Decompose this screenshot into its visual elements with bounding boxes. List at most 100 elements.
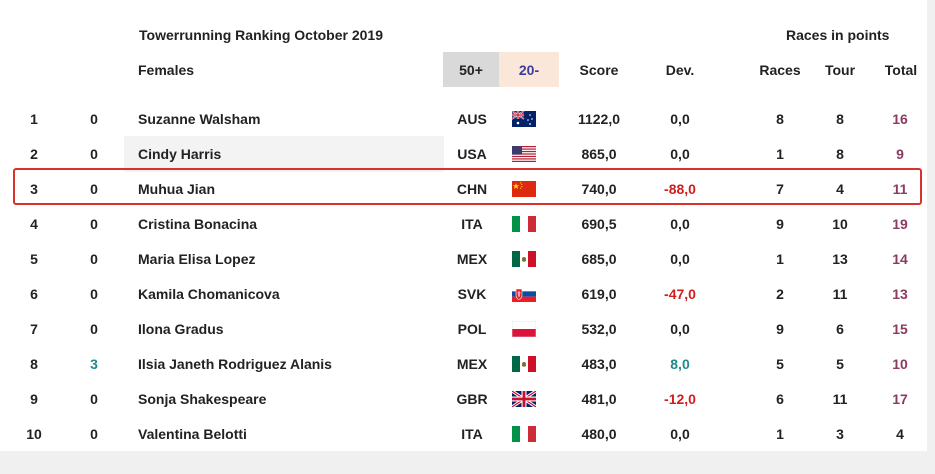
col-dev-header: Dev. [665, 62, 695, 78]
tour-cell: 4 [836, 181, 844, 197]
total-cell: 19 [892, 216, 908, 232]
score-cell: 619,0 [581, 286, 617, 302]
dev-cell: 0,0 [670, 251, 690, 267]
score-cell: 740,0 [581, 181, 617, 197]
rank-cell: 6 [30, 286, 38, 302]
flag-chn-icon [512, 181, 536, 197]
tour-cell: 5 [836, 356, 844, 372]
total-cell: 16 [892, 111, 908, 127]
table-row[interactable]: 1 0 Suzanne Walsham AUS 1122,0 0,0 8 8 16 [0, 109, 927, 129]
page-title: Towerrunning Ranking October 2019 [139, 27, 384, 43]
selected-row-highlight [13, 168, 922, 205]
country-code: MEX [456, 251, 488, 267]
col-total-header: Total [884, 62, 918, 78]
change-cell: 0 [90, 146, 98, 162]
flag-mex-icon [512, 356, 536, 372]
table-row[interactable]: 7 0 Ilona Gradus POL 532,0 0,0 9 6 15 [0, 319, 927, 339]
flag-svk-icon [512, 286, 536, 302]
flag-pol-icon [512, 321, 536, 337]
dev-cell: -47,0 [664, 286, 696, 302]
change-cell: 0 [90, 321, 98, 337]
col-score-header: Score [579, 62, 619, 78]
athlete-name[interactable]: Muhua Jian [138, 181, 216, 197]
country-code: ITA [461, 216, 483, 232]
country-code: MEX [456, 356, 488, 372]
table-row[interactable]: 2 0 Cindy Harris USA 865,0 0,0 1 8 9 [0, 144, 927, 164]
filter-20minus-label[interactable]: 20- [518, 62, 540, 78]
table-row[interactable]: 4 0 Cristina Bonacina ITA 690,5 0,0 9 10 19 [0, 214, 927, 234]
rank-cell: 5 [30, 251, 38, 267]
athlete-name[interactable]: Maria Elisa Lopez [138, 251, 256, 267]
country-code: USA [457, 146, 487, 162]
table-row[interactable]: 9 0 Sonja Shakespeare GBR 481,0 -12,0 6 11 17 [0, 389, 927, 409]
athlete-name[interactable]: Valentina Belotti [138, 426, 247, 442]
country-code: AUS [457, 111, 487, 127]
score-cell: 865,0 [581, 146, 617, 162]
dev-cell: -12,0 [664, 391, 696, 407]
dev-cell: 8,0 [670, 356, 690, 372]
total-cell: 9 [896, 146, 904, 162]
athlete-name[interactable]: Ilsia Janeth Rodriguez Alanis [138, 356, 332, 372]
tour-cell: 11 [832, 391, 848, 407]
score-cell: 480,0 [581, 426, 617, 442]
country-code: SVK [457, 286, 487, 302]
tour-cell: 10 [832, 216, 848, 232]
total-cell: 4 [896, 426, 904, 442]
table-row[interactable]: 3 0 Muhua Jian CHN 740,0 -88,0 7 4 11 [0, 179, 927, 199]
dev-cell: 0,0 [670, 111, 690, 127]
athlete-name[interactable]: Suzanne Walsham [138, 111, 261, 127]
tour-cell: 6 [836, 321, 844, 337]
rank-cell: 1 [30, 111, 38, 127]
dev-cell: 0,0 [670, 426, 690, 442]
change-cell: 0 [90, 391, 98, 407]
score-cell: 481,0 [581, 391, 617, 407]
total-cell: 11 [892, 181, 908, 197]
total-cell: 17 [892, 391, 908, 407]
filter-20minus-box[interactable] [499, 52, 559, 87]
rank-cell: 10 [26, 426, 42, 442]
total-cell: 10 [892, 356, 908, 372]
dev-cell: 0,0 [670, 216, 690, 232]
dev-cell: 0,0 [670, 321, 690, 337]
athlete-name[interactable]: Cindy Harris [138, 146, 222, 162]
races-in-points-label: Races in points [786, 27, 890, 43]
rank-cell: 8 [30, 356, 38, 372]
races-cell: 2 [776, 286, 784, 302]
flag-aus-icon [512, 111, 536, 127]
country-code: ITA [461, 426, 483, 442]
table-row[interactable]: 8 3 Ilsia Janeth Rodriguez Alanis MEX 483,0 8… [0, 354, 927, 374]
races-cell: 1 [776, 146, 784, 162]
change-cell: 0 [90, 181, 98, 197]
table-row[interactable]: 10 0 Valentina Belotti ITA 480,0 0,0 1 3 4 [0, 424, 927, 444]
races-cell: 8 [776, 111, 784, 127]
filter-50plus-label[interactable]: 50+ [459, 62, 483, 78]
score-cell: 685,0 [581, 251, 617, 267]
change-cell: 3 [90, 356, 98, 372]
rank-cell: 7 [30, 321, 38, 337]
rank-cell: 9 [30, 391, 38, 407]
hover-highlight [124, 136, 444, 172]
category-label: Females [138, 62, 195, 78]
athlete-name[interactable]: Sonja Shakespeare [138, 391, 267, 407]
races-cell: 9 [776, 216, 784, 232]
filter-50plus-box[interactable] [443, 52, 499, 87]
athlete-name[interactable]: Kamila Chomanicova [138, 286, 280, 302]
score-cell: 1122,0 [577, 111, 621, 127]
races-cell: 6 [776, 391, 784, 407]
change-cell: 0 [90, 251, 98, 267]
score-cell: 690,5 [581, 216, 617, 232]
change-cell: 0 [90, 286, 98, 302]
table-row[interactable]: 6 0 Kamila Chomanicova SVK 619,0 -47,0 2 11 13 [0, 284, 927, 304]
table-row[interactable]: 5 0 Maria Elisa Lopez MEX 685,0 0,0 1 13 14 [0, 249, 927, 269]
rank-cell: 3 [30, 181, 38, 197]
change-cell: 0 [90, 216, 98, 232]
races-cell: 9 [776, 321, 784, 337]
flag-gbr-icon [512, 391, 536, 407]
athlete-name[interactable]: Cristina Bonacina [138, 216, 258, 232]
flag-usa-icon [512, 146, 536, 162]
dev-cell: -88,0 [664, 181, 696, 197]
races-cell: 1 [776, 426, 784, 442]
dev-cell: 0,0 [670, 146, 690, 162]
athlete-name[interactable]: Ilona Gradus [138, 321, 224, 337]
rank-cell: 4 [30, 216, 38, 232]
